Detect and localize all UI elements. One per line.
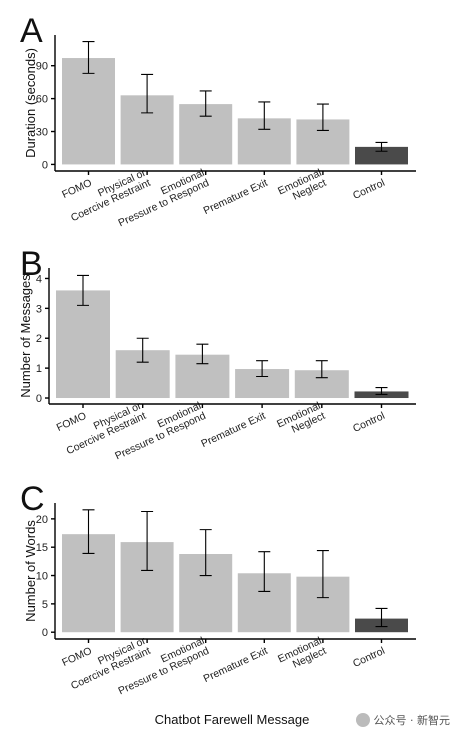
category-label-line: Premature Exit	[202, 645, 270, 685]
error-bar	[316, 103, 329, 131]
error-bar	[141, 73, 154, 114]
error-bar	[316, 550, 329, 599]
error-bar	[375, 141, 388, 152]
y-tick-label: 1	[36, 363, 42, 375]
bar	[355, 146, 408, 165]
category-label: FOMO	[60, 645, 94, 669]
category-label: Premature Exit	[202, 177, 270, 217]
bar	[56, 290, 110, 399]
category-label: EmotionalNeglect	[276, 167, 328, 208]
category-label: EmotionalNeglect	[275, 400, 327, 441]
category-label-line: FOMO	[55, 410, 89, 434]
error-bar	[82, 41, 95, 74]
panel-letter: C	[20, 480, 45, 518]
error-bar	[315, 360, 328, 379]
category-label: EmotionalNeglect	[276, 635, 328, 676]
y-tick-label: 5	[42, 599, 48, 611]
category-label: Premature Exit	[202, 645, 270, 685]
panel-letter: B	[20, 245, 43, 283]
category-label-line: Control	[351, 177, 387, 202]
error-bar	[256, 360, 269, 378]
category-label: FOMO	[60, 177, 94, 201]
error-bar	[375, 607, 388, 628]
y-tick-label: 2	[36, 333, 42, 345]
y-tick-label: 3	[36, 303, 42, 315]
category-label-line: Control	[351, 645, 387, 670]
category-label-line: FOMO	[60, 177, 94, 201]
y-axis-title: Number of Messages	[18, 274, 33, 398]
y-tick-label: 90	[36, 61, 48, 73]
error-bar	[199, 529, 212, 577]
category-label-line: Premature Exit	[199, 410, 267, 450]
error-bar	[77, 274, 89, 306]
error-bar	[136, 337, 149, 363]
y-tick-label: 0	[36, 393, 42, 405]
watermark-text: 公众号 · 新智元	[373, 714, 451, 727]
category-label: FOMO	[55, 410, 89, 434]
error-bar	[375, 387, 388, 395]
y-tick-label: 4	[36, 273, 42, 285]
error-bar	[199, 90, 212, 117]
category-label: Control	[351, 177, 387, 202]
category-label-line: FOMO	[60, 645, 94, 669]
y-tick-label: 0	[42, 627, 48, 639]
error-bar	[258, 551, 271, 592]
error-bar	[82, 509, 95, 554]
y-tick-label: 0	[42, 159, 48, 171]
y-tick-label: 15	[36, 542, 48, 554]
wechat-icon	[355, 713, 370, 727]
y-tick-label: 60	[36, 94, 48, 106]
watermark: 公众号 · 新智元	[355, 712, 451, 728]
y-tick-label: 30	[36, 127, 48, 139]
bar	[62, 58, 115, 165]
panel-letter: A	[20, 12, 43, 50]
error-bar	[258, 101, 271, 130]
y-axis-title: Number of Words	[23, 520, 38, 622]
y-axis-title: Duration (seconds)	[23, 48, 38, 158]
category-label-line: Control	[351, 410, 387, 435]
category-label: Control	[351, 645, 387, 670]
x-axis-title: Chatbot Farewell Message	[155, 712, 310, 727]
y-tick-label: 20	[36, 514, 48, 526]
y-tick-label: 10	[36, 571, 48, 583]
category-label: Premature Exit	[199, 410, 267, 450]
error-bar	[196, 343, 209, 365]
error-bar	[141, 510, 154, 571]
category-label: Control	[351, 410, 387, 435]
category-label-line: Premature Exit	[202, 177, 270, 217]
